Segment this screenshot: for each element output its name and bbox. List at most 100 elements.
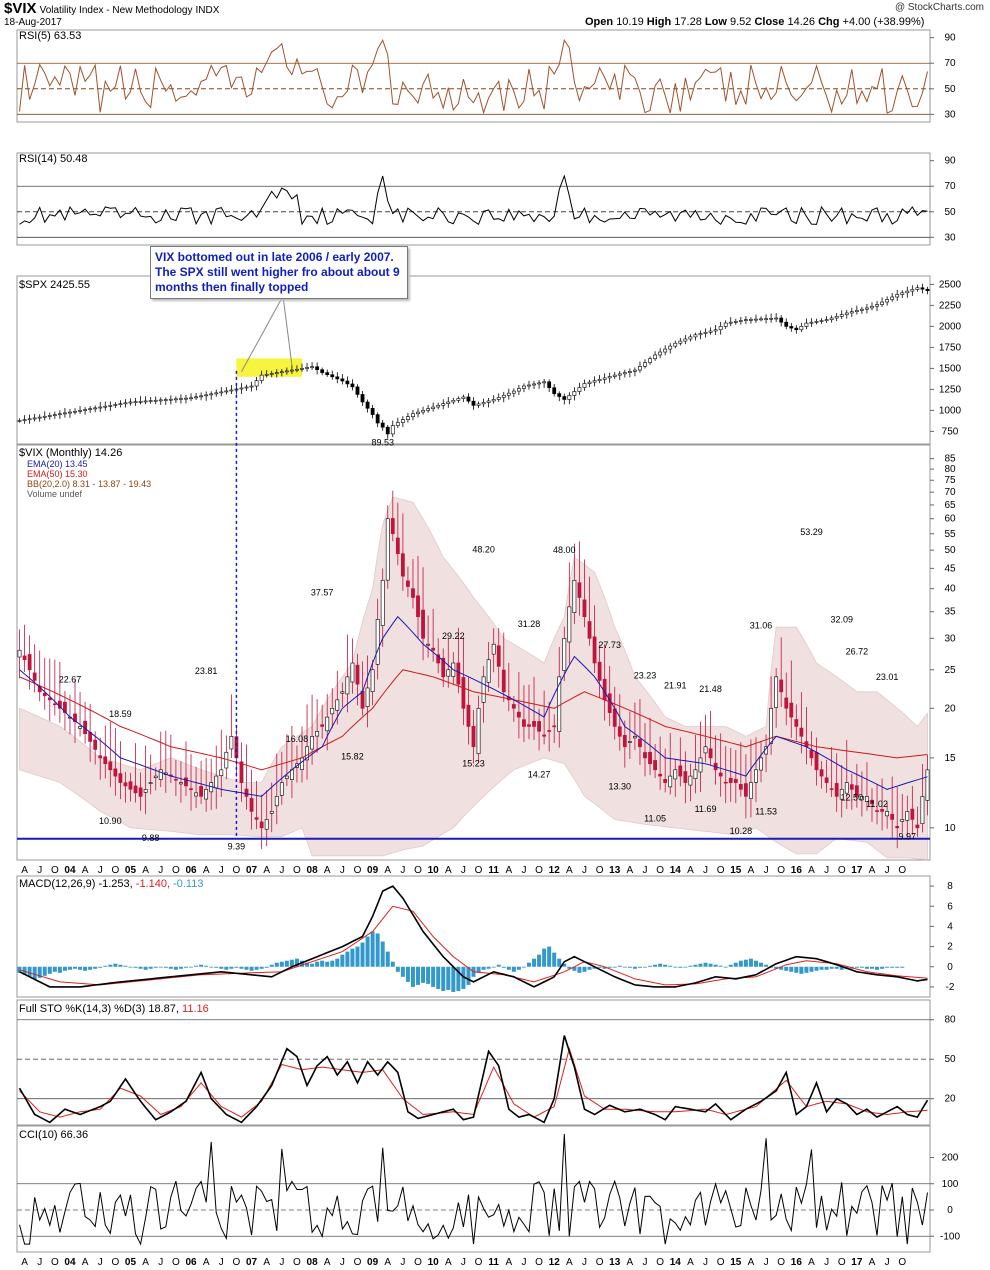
macd-histogram-bar xyxy=(416,966,421,985)
macd-histogram-bar xyxy=(602,966,607,969)
macd-histogram-bar xyxy=(244,966,249,970)
macd-histogram-bar xyxy=(834,966,839,969)
spx-candle-body xyxy=(168,398,173,401)
macd-histogram-bar xyxy=(839,966,844,970)
macd-histogram-bar xyxy=(320,960,325,967)
spx-candle-body xyxy=(274,372,279,374)
x-axis-upper-label: J xyxy=(400,865,405,876)
vix-candle-body xyxy=(300,757,304,770)
vix-tick-label: 55 xyxy=(944,529,956,540)
macd-histogram-bar xyxy=(643,966,648,968)
macd-histogram-bar xyxy=(698,963,703,967)
vix-candle-body xyxy=(406,580,410,587)
macd-histogram-bar xyxy=(627,966,632,968)
macd-histogram-bar xyxy=(294,958,299,967)
x-axis-upper-label: 11 xyxy=(488,865,499,876)
spx-candle-body xyxy=(360,394,365,403)
x-axis-lower-label: O xyxy=(535,1257,543,1268)
cci-panel-frame xyxy=(16,1125,931,1253)
spx-candle-body xyxy=(577,387,582,392)
x-axis-upper-label: J xyxy=(98,865,103,876)
x-axis-upper-label: O xyxy=(51,865,59,876)
vix-candle-body xyxy=(925,769,930,801)
macd-histogram-bar xyxy=(890,966,895,968)
vix-candle-body xyxy=(52,703,57,706)
macd-histogram-bar xyxy=(632,966,637,969)
spx-candle-body xyxy=(189,397,193,400)
x-axis-upper-label: J xyxy=(703,865,708,876)
macd-histogram-bar xyxy=(486,966,491,969)
vix-candle-body xyxy=(597,661,602,681)
macd-histogram-bar xyxy=(804,966,809,973)
macd-histogram-bar xyxy=(224,966,229,970)
spx-candle-body xyxy=(496,397,501,400)
vix-candle-body xyxy=(708,748,713,759)
x-axis-upper-label: A xyxy=(203,865,210,876)
spx-candle-body xyxy=(279,371,284,374)
x-axis-upper-label: O xyxy=(172,865,180,876)
macd-histogram-bar xyxy=(617,965,622,967)
spx-tick-label: 2250 xyxy=(939,300,962,311)
macd-histogram-bar xyxy=(668,965,673,967)
macd-histogram-bar xyxy=(410,966,415,987)
rsi14-tick-label: 30 xyxy=(944,232,956,243)
macd-histogram-bar xyxy=(748,958,753,967)
spx-candle-body xyxy=(486,400,491,403)
spx-candle-body xyxy=(244,386,249,389)
macd-histogram-bar xyxy=(209,966,214,968)
vix-candle-body xyxy=(920,796,925,825)
vix-candle-body xyxy=(466,704,471,727)
vix-candle-body xyxy=(118,773,123,783)
x-axis-upper-label: A xyxy=(263,865,270,876)
x-axis-lower-label: 06 xyxy=(185,1257,197,1268)
vix-candle-body xyxy=(370,669,375,692)
x-axis-lower-label: A xyxy=(869,1257,876,1268)
macd-histogram-bar xyxy=(158,966,163,968)
macd-histogram-bar xyxy=(537,954,542,967)
vix-candle-body xyxy=(274,796,279,807)
vix-candle-body xyxy=(305,746,309,761)
rsi14-panel-frame xyxy=(16,152,931,246)
spx-candle-body xyxy=(890,296,895,300)
vix-candle-body xyxy=(718,772,723,777)
open-label: Open xyxy=(585,16,614,28)
vix-data-label: 9.97 xyxy=(899,831,917,841)
spx-candle-body xyxy=(542,381,547,384)
vix-candle-body xyxy=(365,687,370,707)
vix-candle-body xyxy=(395,537,400,554)
spx-candle-body xyxy=(269,373,274,375)
macd-histogram-bar xyxy=(360,942,365,967)
macd-histogram-bar xyxy=(728,964,733,967)
vix-candle-body xyxy=(511,704,516,709)
spx-candle-body xyxy=(365,401,370,409)
vix-candle-body xyxy=(627,741,632,743)
spx-candle-body xyxy=(718,326,723,331)
macd-histogram-bar xyxy=(824,966,829,970)
vix-candle-body xyxy=(340,691,345,694)
spx-candle-body xyxy=(552,387,557,394)
x-axis-lower-label: 14 xyxy=(670,1257,682,1268)
macd-histogram-bar xyxy=(83,966,88,971)
vix-candle-body xyxy=(779,679,784,693)
vix-candle-body xyxy=(728,777,733,783)
close-label: Close xyxy=(754,16,785,28)
macd-tick-label: 0 xyxy=(947,962,953,973)
vix-candle-body xyxy=(133,785,138,794)
spx-candle-body xyxy=(875,304,879,307)
spx-candle-body xyxy=(673,342,678,347)
spx-candle-body xyxy=(587,381,592,384)
macd-histogram-bar xyxy=(582,966,587,972)
macd-histogram-bar xyxy=(521,966,526,968)
spx-candle-body xyxy=(572,391,577,396)
vix-candle-body xyxy=(436,654,441,664)
vix-tick-label: 35 xyxy=(944,607,956,618)
macd-histogram-bar xyxy=(673,966,678,968)
vix-candle-body xyxy=(335,699,340,711)
x-axis-upper-label: J xyxy=(37,865,42,876)
vix-candle-body xyxy=(653,760,657,771)
macd-tick-label: 4 xyxy=(947,921,953,932)
macd-histogram-bar xyxy=(289,959,294,967)
x-axis-upper-label: 06 xyxy=(185,865,197,876)
macd-histogram-bar xyxy=(451,966,456,992)
macd-histogram-bar xyxy=(421,966,426,983)
